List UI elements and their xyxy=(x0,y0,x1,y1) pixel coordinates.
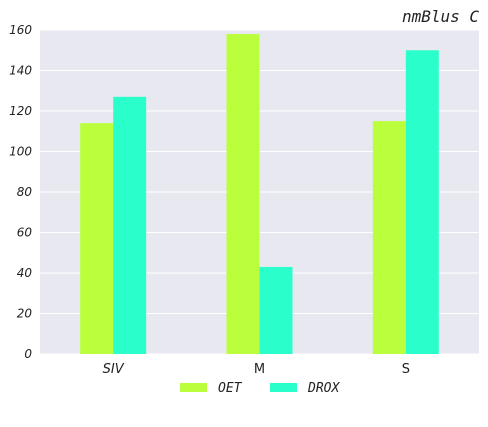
x-axis-ticks: SIV M S xyxy=(103,362,410,377)
y-tick-label: 60 xyxy=(17,226,33,240)
y-tick-label: 140 xyxy=(9,64,32,78)
y-axis-ticks: 0 20 40 60 80 100 120 140 160 xyxy=(9,23,32,361)
bar-drox-siv xyxy=(113,96,147,354)
x-tick-label: S xyxy=(402,362,410,377)
bar-oet-siv xyxy=(80,123,114,355)
legend-swatch xyxy=(180,383,207,392)
bar-drox-s xyxy=(405,50,439,354)
legend-label: OET xyxy=(218,381,243,396)
legend: OET DROX xyxy=(180,381,340,396)
y-tick-label: 40 xyxy=(17,266,33,280)
bar-oet-s xyxy=(372,121,406,354)
y-tick-label: 100 xyxy=(9,145,32,159)
y-tick-label: 0 xyxy=(24,347,32,361)
legend-swatch xyxy=(270,383,297,392)
y-tick-label: 20 xyxy=(17,307,33,321)
legend-label: DROX xyxy=(307,381,340,396)
x-tick-label: M xyxy=(254,362,265,377)
x-tick-label: SIV xyxy=(103,362,125,377)
y-tick-label: 80 xyxy=(17,185,33,199)
y-tick-label: 160 xyxy=(9,23,32,37)
bars xyxy=(80,34,439,355)
y-tick-label: 120 xyxy=(9,104,32,118)
bar-oet-m xyxy=(226,34,260,355)
chart-title: nmBlus C xyxy=(402,7,479,26)
bar-drox-m xyxy=(259,266,293,354)
